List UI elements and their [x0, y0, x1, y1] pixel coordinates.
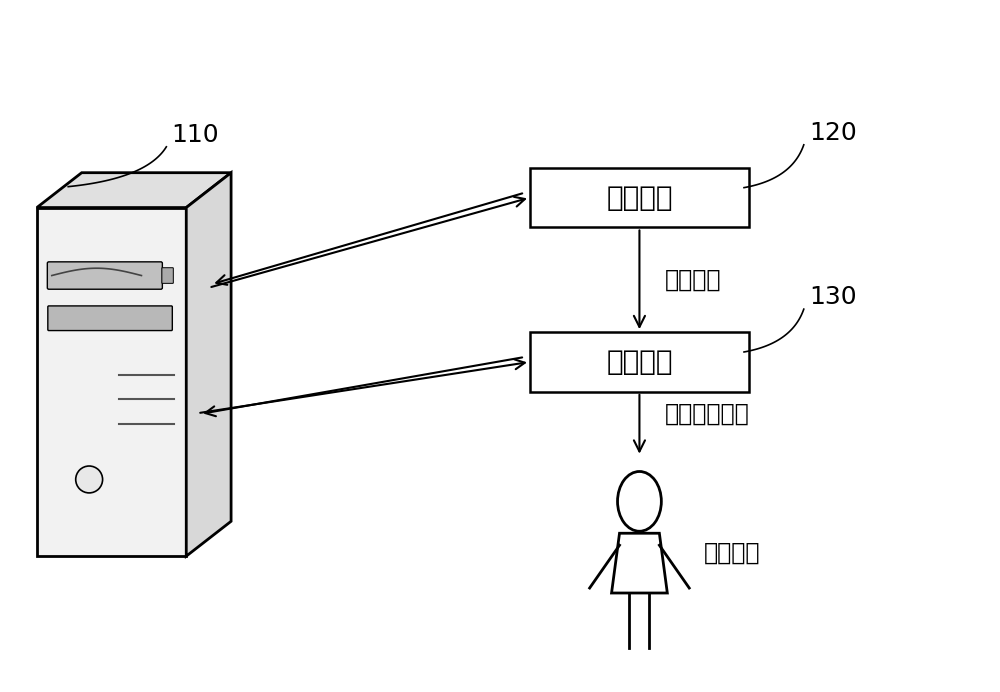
Text: 采集图像: 采集图像: [664, 268, 721, 292]
Text: 采集超声图像: 采集超声图像: [664, 402, 749, 426]
Ellipse shape: [618, 471, 661, 531]
FancyBboxPatch shape: [530, 332, 749, 392]
Polygon shape: [37, 173, 231, 208]
Text: 110: 110: [171, 123, 219, 147]
Text: 超声探头: 超声探头: [606, 348, 673, 376]
Text: 130: 130: [809, 285, 856, 309]
FancyBboxPatch shape: [48, 306, 172, 331]
Text: 深度相机: 深度相机: [606, 183, 673, 212]
FancyBboxPatch shape: [47, 262, 162, 289]
Polygon shape: [612, 534, 667, 593]
Polygon shape: [186, 173, 231, 556]
Circle shape: [76, 466, 103, 493]
Polygon shape: [37, 208, 186, 556]
Text: 目标人体: 目标人体: [704, 541, 761, 565]
Text: 120: 120: [809, 121, 857, 145]
FancyBboxPatch shape: [530, 167, 749, 228]
FancyBboxPatch shape: [162, 268, 173, 283]
